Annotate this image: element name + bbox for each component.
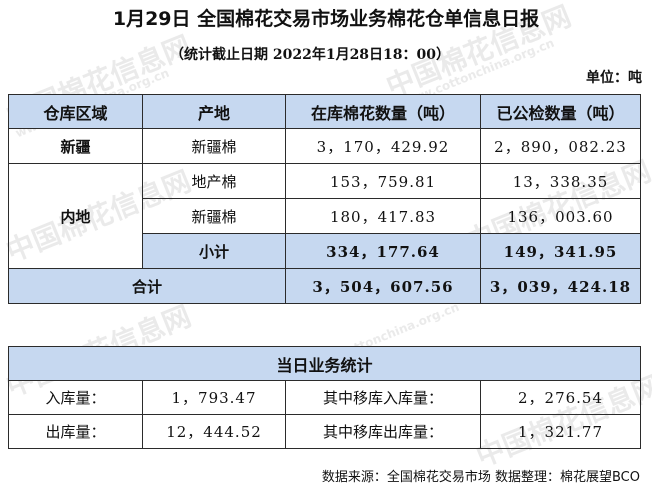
total-row: 合计 3，504，607.56 3，039，424.18 bbox=[8, 268, 641, 304]
origin-cell: 新疆棉 bbox=[142, 198, 286, 234]
inspected-cell: 136，003.60 bbox=[480, 198, 641, 234]
header-origin: 产地 bbox=[142, 94, 286, 129]
page-title: 1月29日 全国棉花交易市场业务棉花仓单信息日报 bbox=[112, 8, 540, 30]
source-footer: 数据来源：全国棉花交易市场 数据整理：棉花展望BCO bbox=[321, 470, 640, 485]
page-subtitle: （统计截止日期 2022年1月28日18：00） bbox=[169, 47, 451, 63]
transfer-outbound-label: 其中移库出库量： bbox=[285, 414, 481, 449]
inbound-label: 入库量： bbox=[8, 380, 143, 415]
daily-header-row: 当日业务统计 bbox=[7, 346, 642, 381]
total-in-stock: 3，504，607.56 bbox=[285, 268, 481, 304]
table-header-row: 仓库区域 产地 在库棉花数量（吨） 已公检数量（吨） bbox=[8, 94, 641, 129]
in-stock-cell: 153，759.81 bbox=[285, 163, 481, 199]
unit-label: 单位：吨 bbox=[586, 70, 642, 86]
origin-cell: 地产棉 bbox=[142, 163, 286, 199]
header-inspected: 已公检数量（吨） bbox=[480, 94, 641, 129]
total-inspected: 3，039，424.18 bbox=[480, 268, 641, 304]
table-row: 入库量： 1，793.47 其中移库入库量： 2，276.54 bbox=[8, 380, 642, 415]
inspected-cell: 2，890，082.23 bbox=[480, 128, 641, 164]
subtotal-label: 小计 bbox=[142, 233, 286, 269]
outbound-label: 出库量： bbox=[8, 414, 143, 449]
transfer-inbound-value: 2，276.54 bbox=[479, 380, 642, 415]
outbound-value: 12，444.52 bbox=[142, 414, 286, 449]
region-inland: 内地 bbox=[8, 163, 143, 269]
transfer-inbound-label: 其中移库入库量： bbox=[285, 380, 481, 415]
subtotal-in-stock: 334，177.64 bbox=[285, 233, 481, 269]
region-xinjiang: 新疆 bbox=[8, 128, 143, 164]
origin-cell: 新疆棉 bbox=[142, 128, 286, 164]
daily-business-table: 当日业务统计 入库量： 1，793.47 其中移库入库量： 2，276.54 出… bbox=[7, 346, 642, 449]
transfer-outbound-value: 1，321.77 bbox=[479, 414, 642, 449]
subtotal-row: 小计 334，177.64 149，341.95 bbox=[9, 233, 641, 269]
warehouse-receipt-table: 仓库区域 产地 在库棉花数量（吨） 已公检数量（吨） 新疆 新疆棉 3，170，… bbox=[8, 94, 641, 304]
header-in-stock: 在库棉花数量（吨） bbox=[285, 94, 481, 129]
in-stock-cell: 3，170，429.92 bbox=[285, 128, 481, 164]
in-stock-cell: 180，417.83 bbox=[285, 198, 481, 234]
inspected-cell: 13，338.35 bbox=[480, 163, 641, 199]
total-label: 合计 bbox=[8, 268, 286, 304]
table-row: 出库量： 12，444.52 其中移库出库量： 1，321.77 bbox=[8, 414, 642, 449]
table-row: 内地 地产棉 153，759.81 13，338.35 bbox=[8, 163, 641, 269]
header-region: 仓库区域 bbox=[8, 94, 143, 129]
table-row: 新疆棉 180，417.83 136，003.60 bbox=[9, 198, 641, 234]
daily-header: 当日业务统计 bbox=[7, 346, 642, 381]
table-row: 新疆 新疆棉 3，170，429.92 2，890，082.23 bbox=[8, 128, 641, 164]
subtotal-inspected: 149，341.95 bbox=[480, 233, 641, 269]
inbound-value: 1，793.47 bbox=[142, 380, 286, 415]
